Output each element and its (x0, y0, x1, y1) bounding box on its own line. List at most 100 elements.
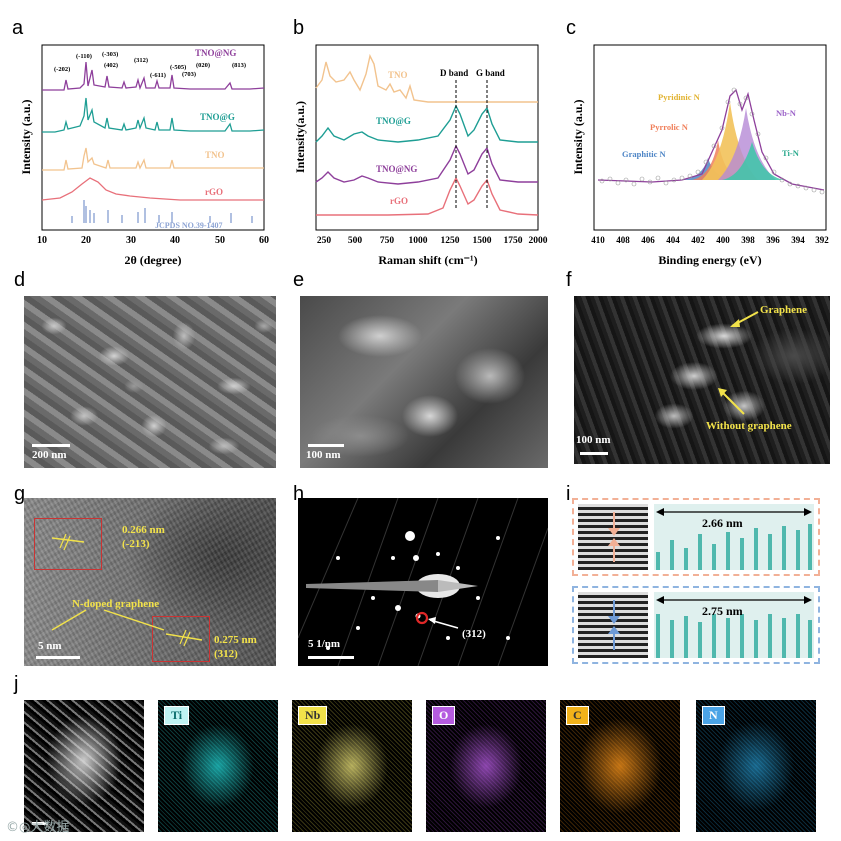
xrd-xtick: 60 (259, 235, 269, 246)
panel-letter-j: j (14, 673, 19, 695)
xrd-peak-label: (-110) (76, 53, 92, 60)
panel-letter-f: f (566, 269, 572, 291)
eds-map-n: N (696, 700, 816, 832)
scale-bar-j (32, 822, 48, 825)
xps-peak-nb-n (718, 108, 776, 180)
xrd-label-rgo: rGO (205, 187, 223, 197)
xrd-curve-tno-ng (42, 61, 265, 91)
raman-ylabel: Intensity(a.u.) (293, 101, 307, 173)
eds-map-o: O (426, 700, 546, 832)
panel-letter-e: e (293, 269, 305, 291)
element-tag-o: O (432, 706, 456, 725)
eds-map-c: C (560, 700, 680, 832)
xrd-label-tno-g: TNO@G (200, 112, 235, 122)
xrd-peak-label: (-505) (170, 64, 186, 71)
raman-label-rgo: rGO (390, 196, 408, 206)
xps-label-nb-n: Nb-N (776, 108, 797, 118)
panel-letter-i: i (566, 483, 571, 505)
raman-chart: D band G band TNO TNO@G TNO@NG rGO 250 5… (293, 44, 548, 267)
hrtem-image-g: 0.266 nm (-213) N-doped graphene 0.275 n… (24, 498, 276, 666)
xps-chart: Pyridinic N Pyrrolic N Graphitic N Nb-N … (571, 44, 829, 267)
d-spacing-1: 0.266 nm (122, 524, 165, 536)
raman-label-tno-g: TNO@G (376, 116, 411, 126)
xps-label-pyridinic: Pyridinic N (658, 92, 701, 102)
annotation-n-doped-graphene: N-doped graphene (72, 598, 160, 610)
xrd-peak-label: (402) (104, 62, 118, 69)
raman-band-label-g: G band (476, 68, 505, 78)
line-profile-top: 2.66 nm (654, 504, 814, 570)
raman-label-tno-ng: TNO@NG (376, 164, 417, 174)
xrd-reference-sticks (71, 200, 253, 223)
xrd-xtick: 30 (126, 235, 136, 246)
raman-xtick: 500 (348, 236, 363, 246)
hkl-1: (-213) (122, 538, 150, 550)
xps-label-graphitic: Graphitic N (622, 149, 667, 159)
spacing-arrows-bottom (608, 600, 620, 650)
raman-xlabel: Raman shift (cm⁻¹) (378, 253, 477, 267)
raman-label-tno: TNO (388, 70, 408, 80)
raman-xtick: 1000 (409, 236, 428, 246)
scale-bar-f (580, 452, 608, 455)
xrd-peak-label: (-303) (102, 51, 118, 58)
scale-label-f: 100 nm (576, 434, 611, 446)
xps-xtick: 410 (591, 235, 605, 245)
profile-label-top: 2.66 nm (702, 516, 743, 530)
raman-xtick: 750 (380, 236, 395, 246)
scale-label-e: 100 nm (306, 449, 341, 461)
xrd-label-tno-ng: TNO@NG (195, 48, 236, 58)
hkl-2: (312) (214, 648, 238, 660)
annotation-without-graphene: Without graphene (706, 420, 792, 432)
xrd-curve-tno (42, 147, 264, 171)
annotation-arrows-f (718, 311, 759, 415)
xps-xtick: 408 (616, 235, 630, 245)
xps-peak-ti-n (722, 142, 784, 180)
xrd-peak-label: (312) (134, 57, 148, 64)
xps-xtick: 400 (716, 235, 730, 245)
spacing-arrows-top (608, 512, 620, 562)
xrd-peak-label: (020) (196, 62, 210, 69)
xrd-xlabel: 2θ (degree) (124, 253, 181, 267)
xps-xtick: 394 (791, 235, 805, 245)
xps-label-ti-n: Ti-N (782, 148, 800, 158)
xps-xlabel: Binding energy (eV) (658, 253, 761, 267)
xrd-label-reference: JCPDS NO.39-1407 (155, 221, 223, 230)
xrd-peak-label: (703) (182, 71, 196, 78)
lattice-box-2 (152, 616, 210, 662)
lattice-box-1 (34, 518, 102, 570)
xrd-curve-tno-g (42, 97, 265, 133)
scale-label-h: 5 1/nm (308, 638, 341, 650)
eds-haadf-image (24, 700, 144, 832)
raman-xtick: 1250 (441, 236, 460, 246)
xrd-chart: TNO@NG TNO@G TNO rGO JCPDS NO.39-1407 (-… (19, 44, 269, 267)
element-tag-ti: Ti (164, 706, 190, 725)
panel-letter-g: g (14, 483, 26, 505)
xps-label-pyrrolic: Pyrrolic N (650, 122, 689, 132)
scale-bar-h (308, 656, 354, 659)
panel-letter-a: a (12, 17, 24, 39)
profile-box-bottom: 2.75 nm (572, 586, 820, 664)
element-tag-c: C (566, 706, 589, 725)
raman-xtick: 1750 (504, 236, 523, 246)
raman-xtick: 2000 (529, 236, 548, 246)
scale-bar-e (308, 444, 344, 447)
xps-xtick: 406 (641, 235, 655, 245)
eds-map-nb: Nb (292, 700, 412, 832)
xps-xtick: 404 (666, 235, 680, 245)
scale-bar-d (32, 444, 70, 447)
xrd-xtick: 50 (215, 235, 225, 246)
xrd-xtick: 10 (37, 235, 47, 246)
xrd-label-tno: TNO (205, 150, 225, 160)
raman-curve-tno (315, 53, 538, 103)
raman-xtick: 250 (317, 236, 332, 246)
xrd-xtick: 40 (170, 235, 180, 246)
xrd-xtick: 20 (81, 235, 91, 246)
xps-raw-data (599, 87, 825, 195)
sem-image-d: 200 nm (24, 296, 276, 468)
raman-curve-tno-ng (315, 144, 538, 185)
eds-map-ti: Ti (158, 700, 278, 832)
annotation-arrows-g (51, 533, 203, 647)
scale-label-g: 5 nm (38, 640, 62, 652)
xps-xtick: 392 (815, 235, 829, 245)
raman-curve-rgo (316, 176, 539, 216)
scale-bar-g (36, 656, 80, 659)
